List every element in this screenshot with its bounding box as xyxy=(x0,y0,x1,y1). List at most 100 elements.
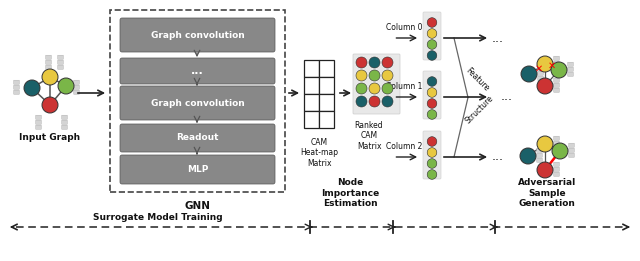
Text: Column 2: Column 2 xyxy=(386,142,422,151)
Circle shape xyxy=(537,78,553,94)
FancyBboxPatch shape xyxy=(423,12,441,60)
FancyBboxPatch shape xyxy=(538,66,543,70)
Circle shape xyxy=(24,80,40,96)
FancyBboxPatch shape xyxy=(554,141,559,145)
FancyBboxPatch shape xyxy=(537,153,542,157)
Circle shape xyxy=(428,51,437,60)
FancyBboxPatch shape xyxy=(538,76,543,80)
FancyBboxPatch shape xyxy=(61,125,67,129)
Circle shape xyxy=(428,29,437,38)
Circle shape xyxy=(382,57,393,68)
Text: Graph convolution: Graph convolution xyxy=(150,31,244,39)
FancyBboxPatch shape xyxy=(36,115,42,119)
Bar xyxy=(319,77,334,94)
Text: Structure: Structure xyxy=(464,94,496,125)
Circle shape xyxy=(356,57,367,68)
Text: GNN: GNN xyxy=(184,201,211,211)
Circle shape xyxy=(428,99,437,108)
FancyBboxPatch shape xyxy=(537,158,542,162)
Bar xyxy=(319,94,334,111)
FancyBboxPatch shape xyxy=(45,65,51,69)
Circle shape xyxy=(382,70,393,81)
FancyBboxPatch shape xyxy=(568,62,573,66)
FancyBboxPatch shape xyxy=(568,67,573,71)
FancyBboxPatch shape xyxy=(554,146,559,150)
FancyBboxPatch shape xyxy=(120,18,275,52)
Bar xyxy=(304,111,319,128)
Circle shape xyxy=(356,96,367,107)
Circle shape xyxy=(428,77,437,86)
Text: ✕: ✕ xyxy=(535,64,543,74)
FancyBboxPatch shape xyxy=(554,88,559,92)
Circle shape xyxy=(428,18,437,27)
FancyBboxPatch shape xyxy=(554,78,559,82)
FancyBboxPatch shape xyxy=(423,131,441,179)
Text: Feature: Feature xyxy=(464,66,491,93)
Text: Surrogate Model Training: Surrogate Model Training xyxy=(93,213,223,222)
FancyBboxPatch shape xyxy=(58,60,63,64)
FancyBboxPatch shape xyxy=(45,55,51,59)
FancyBboxPatch shape xyxy=(423,71,441,119)
Text: Column 1: Column 1 xyxy=(386,82,422,91)
Circle shape xyxy=(521,66,537,82)
Bar xyxy=(304,77,319,94)
FancyBboxPatch shape xyxy=(538,71,543,75)
Circle shape xyxy=(552,143,568,159)
FancyBboxPatch shape xyxy=(554,167,559,171)
Circle shape xyxy=(369,70,380,81)
Circle shape xyxy=(42,69,58,85)
FancyBboxPatch shape xyxy=(58,65,63,69)
Circle shape xyxy=(369,96,380,107)
Text: Readout: Readout xyxy=(176,133,219,143)
FancyBboxPatch shape xyxy=(45,60,51,64)
Circle shape xyxy=(382,96,393,107)
Circle shape xyxy=(58,78,74,94)
Circle shape xyxy=(356,83,367,94)
FancyBboxPatch shape xyxy=(120,86,275,120)
FancyBboxPatch shape xyxy=(13,90,19,94)
FancyBboxPatch shape xyxy=(74,90,79,94)
Circle shape xyxy=(537,136,553,152)
Circle shape xyxy=(382,83,393,94)
Circle shape xyxy=(428,159,437,168)
Circle shape xyxy=(369,57,380,68)
Text: ✕: ✕ xyxy=(548,61,556,71)
Circle shape xyxy=(428,148,437,157)
Bar xyxy=(110,10,285,192)
Bar xyxy=(319,111,334,128)
FancyBboxPatch shape xyxy=(554,56,559,60)
Text: ...: ... xyxy=(191,66,204,76)
FancyBboxPatch shape xyxy=(74,80,79,84)
FancyBboxPatch shape xyxy=(61,115,67,119)
FancyBboxPatch shape xyxy=(568,72,573,76)
Circle shape xyxy=(369,83,380,94)
Circle shape xyxy=(428,110,437,119)
Bar xyxy=(319,60,334,77)
Text: CAM
Heat-map
Matrix: CAM Heat-map Matrix xyxy=(300,138,338,168)
Text: Ranked
CAM
Matrix: Ranked CAM Matrix xyxy=(355,121,383,151)
FancyBboxPatch shape xyxy=(554,136,559,140)
FancyBboxPatch shape xyxy=(569,148,574,152)
FancyBboxPatch shape xyxy=(554,66,559,70)
FancyBboxPatch shape xyxy=(120,155,275,184)
FancyBboxPatch shape xyxy=(36,125,42,129)
FancyBboxPatch shape xyxy=(554,162,559,166)
Circle shape xyxy=(428,170,437,179)
FancyBboxPatch shape xyxy=(120,124,275,152)
FancyBboxPatch shape xyxy=(569,153,574,157)
Text: Input Graph: Input Graph xyxy=(19,133,81,142)
Text: Adversarial
Sample
Generation: Adversarial Sample Generation xyxy=(518,178,576,208)
Circle shape xyxy=(537,162,553,178)
FancyBboxPatch shape xyxy=(74,85,79,89)
Circle shape xyxy=(356,70,367,81)
Circle shape xyxy=(42,97,58,113)
Bar xyxy=(304,60,319,77)
FancyBboxPatch shape xyxy=(569,143,574,147)
FancyBboxPatch shape xyxy=(554,61,559,65)
Text: Graph convolution: Graph convolution xyxy=(150,98,244,108)
Circle shape xyxy=(520,148,536,164)
Text: ...: ... xyxy=(501,91,513,104)
Text: Column 0: Column 0 xyxy=(386,23,422,32)
Circle shape xyxy=(551,62,567,78)
Circle shape xyxy=(428,137,437,146)
